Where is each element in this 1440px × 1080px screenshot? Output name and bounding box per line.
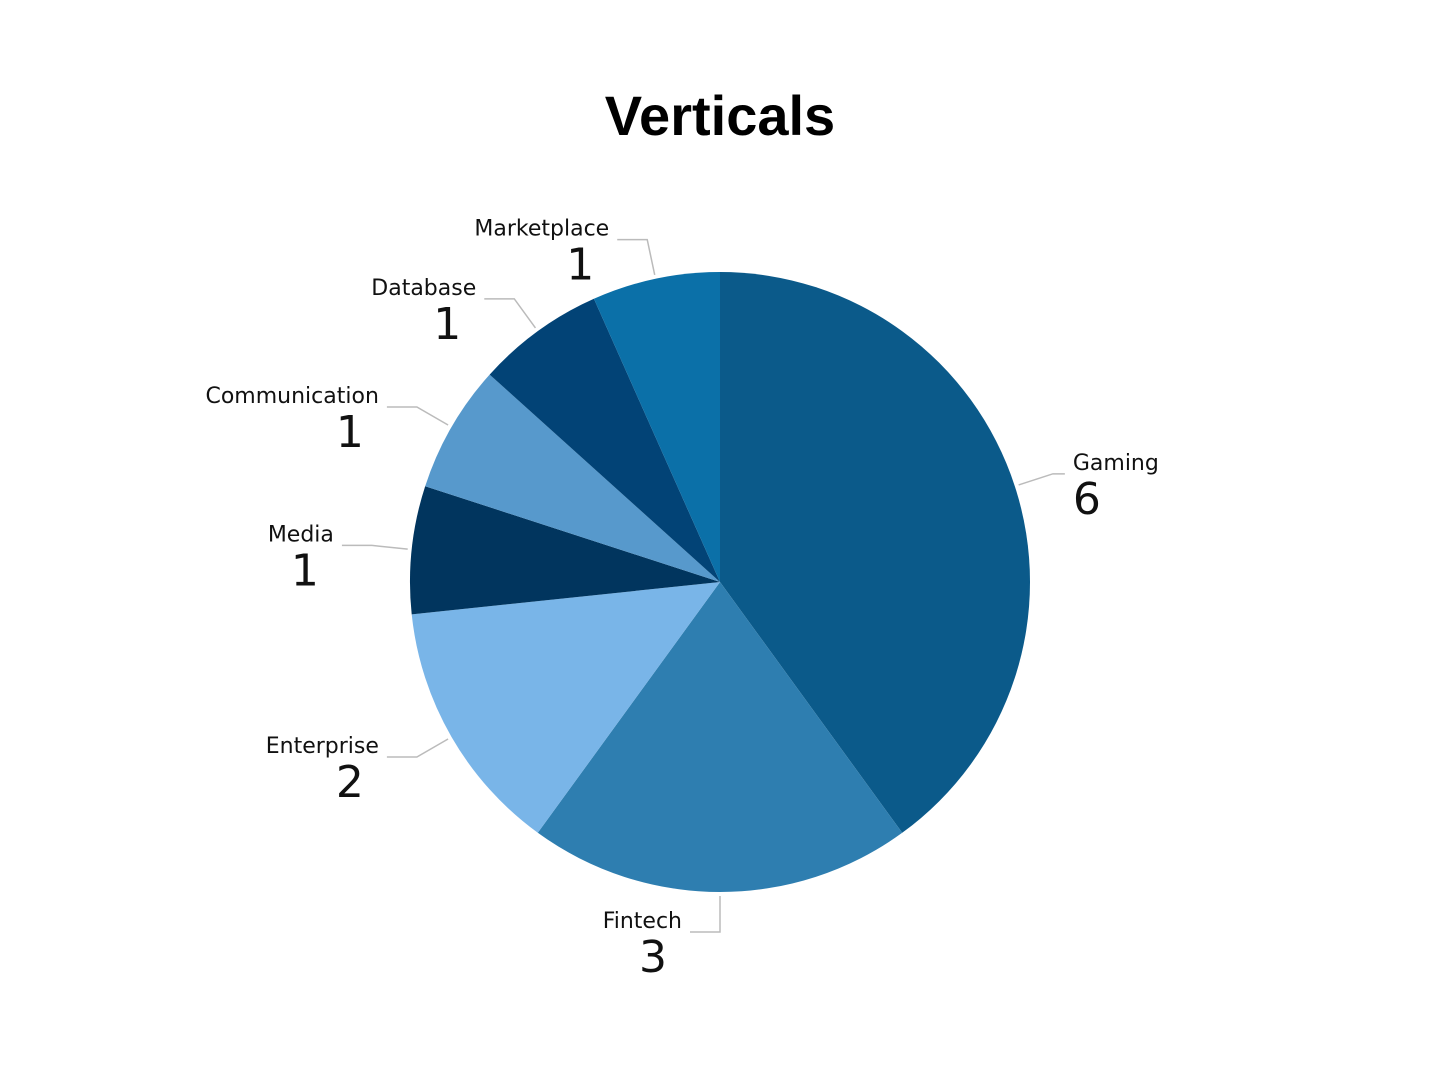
slice-value: 1: [433, 299, 461, 350]
slice-value: 1: [336, 407, 364, 458]
slice-label: Communication: [205, 384, 378, 409]
leader-line: [1018, 473, 1065, 486]
slice-value: 6: [1073, 474, 1101, 525]
slice-value: 1: [566, 240, 594, 291]
leader-line: [484, 298, 537, 329]
slice-value: 3: [639, 932, 667, 983]
pie-slice: [489, 298, 720, 582]
pie-slice: [537, 582, 903, 893]
slice-value: 2: [336, 757, 364, 808]
leader-line: [386, 406, 449, 426]
slice-label: Marketplace: [474, 217, 609, 242]
leader-line: [617, 238, 656, 276]
pie-slice: [425, 374, 720, 582]
slice-value: 1: [291, 545, 319, 596]
leader-line: [386, 738, 449, 758]
slice-label: Database: [371, 276, 476, 301]
slice-label: Enterprise: [266, 734, 379, 759]
slice-label: Fintech: [603, 909, 682, 934]
pie-slice: [410, 486, 720, 615]
pie-slice: [593, 272, 720, 582]
slice-label: Gaming: [1073, 451, 1159, 476]
leader-line: [341, 544, 408, 550]
slice-label: Media: [268, 522, 334, 547]
pie-slice: [411, 582, 720, 833]
pie-slice: [720, 272, 1030, 833]
chart-title: Verticals: [605, 84, 835, 147]
leader-line: [690, 896, 721, 933]
